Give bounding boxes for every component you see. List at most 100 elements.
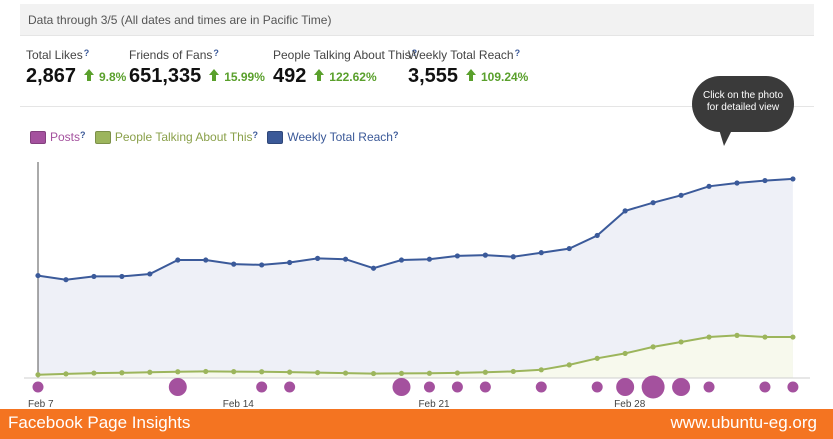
people-talking-point[interactable] [678, 339, 684, 345]
weekly-reach-point[interactable] [510, 254, 516, 260]
help-icon[interactable]: ? [411, 48, 418, 58]
legend-item-posts[interactable]: Posts? [30, 130, 86, 145]
weekly-reach-point[interactable] [622, 208, 628, 214]
post-marker[interactable] [703, 381, 715, 393]
post-marker[interactable] [168, 378, 187, 396]
people-talking-point[interactable] [63, 371, 69, 377]
people-talking-point[interactable] [342, 370, 349, 376]
weekly-reach-point[interactable] [342, 256, 349, 262]
post-marker[interactable] [256, 381, 268, 393]
help-icon[interactable]: ? [514, 48, 521, 58]
up-arrow-icon [208, 68, 219, 86]
weekly-reach-point[interactable] [706, 183, 712, 189]
post-marker[interactable] [451, 381, 463, 393]
post-marker[interactable] [479, 381, 491, 393]
up-arrow-icon [313, 68, 324, 86]
people-talking-point[interactable] [203, 368, 209, 375]
metric-value: 2,867 [26, 65, 77, 87]
weekly-reach-point[interactable] [678, 192, 684, 198]
weekly-reach-point[interactable] [454, 253, 460, 259]
weekly-reach-swatch[interactable] [267, 131, 284, 145]
post-marker[interactable] [591, 381, 603, 393]
insights-chart[interactable]: Feb 7 Feb 14 Feb 21 Feb 28 [0, 150, 833, 410]
tooltip-line: Click on the photo [702, 90, 784, 101]
weekly-reach-point[interactable] [370, 265, 377, 271]
people-talking-point[interactable] [287, 369, 293, 375]
people-talking-point[interactable] [482, 369, 488, 375]
tooltip-line: for detailed view [706, 102, 780, 113]
data-through-note: Data through 3/5 (All dates and times ar… [28, 13, 332, 27]
help-icon[interactable]: ? [252, 130, 259, 140]
help-icon[interactable]: ? [213, 48, 219, 58]
weekly-reach-point[interactable] [650, 200, 656, 206]
weekly-reach-point[interactable] [315, 255, 321, 261]
people-talking-point[interactable] [566, 362, 572, 368]
weekly-reach-line [37, 177, 793, 281]
people-talking-point[interactable] [622, 350, 628, 357]
metric-value: 492 [273, 65, 307, 87]
post-marker[interactable] [641, 375, 665, 399]
help-icon[interactable]: ? [83, 48, 90, 58]
people-talking-point[interactable] [35, 372, 41, 378]
weekly-reach-point[interactable] [147, 271, 153, 277]
people-talking-point[interactable] [91, 370, 97, 376]
weekly-reach-point[interactable] [482, 252, 488, 258]
weekly-reach-point[interactable] [63, 277, 69, 283]
weekly-reach-point[interactable] [538, 250, 544, 256]
metric-weekly-reach: Weekly Total Reach? 3,555 109.24% [408, 48, 528, 88]
weekly-reach-point[interactable] [790, 176, 796, 182]
post-marker[interactable] [535, 381, 547, 393]
weekly-reach-point[interactable] [91, 273, 97, 280]
weekly-reach-point[interactable] [35, 272, 41, 279]
post-marker[interactable] [32, 381, 44, 393]
weekly-reach-point[interactable] [203, 257, 209, 263]
people-talking-point[interactable] [370, 370, 377, 377]
tooltip-tail [718, 126, 734, 146]
weekly-reach-point[interactable] [119, 273, 125, 280]
weekly-reach-point[interactable] [259, 262, 265, 268]
people-talking-point[interactable] [454, 370, 460, 376]
post-marker[interactable] [759, 381, 771, 393]
weekly-reach-point[interactable] [231, 261, 237, 267]
people-talking-point[interactable] [538, 367, 544, 373]
people-talking-point[interactable] [398, 370, 405, 377]
post-marker[interactable] [392, 378, 411, 396]
legend-item-weekly-reach[interactable]: Weekly Total Reach? [267, 130, 399, 145]
metric-label: People Talking About This [273, 48, 411, 62]
people-talking-point[interactable] [259, 369, 265, 375]
post-marker[interactable] [787, 381, 799, 393]
people-talking-point[interactable] [147, 369, 153, 375]
people-talking-point[interactable] [790, 334, 796, 340]
post-marker[interactable] [284, 381, 296, 393]
people-talking-point[interactable] [119, 370, 125, 376]
metric-label: Total Likes [26, 48, 83, 62]
people-talking-point[interactable] [650, 344, 656, 350]
legend-item-people-talking[interactable]: People Talking About This? [94, 130, 259, 145]
help-icon[interactable]: ? [80, 130, 86, 140]
weekly-reach-point[interactable] [426, 256, 433, 262]
help-icon[interactable]: ? [392, 130, 399, 140]
people-talking-point[interactable] [315, 369, 321, 376]
people-talking-point[interactable] [706, 334, 712, 340]
people-talking-point[interactable] [175, 369, 181, 375]
weekly-reach-point[interactable] [398, 257, 405, 263]
footer-url: www.ubuntu-eg.org [670, 413, 817, 432]
weekly-reach-point[interactable] [287, 259, 293, 266]
people-talking-point[interactable] [762, 334, 768, 340]
weekly-reach-point[interactable] [566, 245, 572, 252]
weekly-reach-point[interactable] [762, 177, 768, 184]
people-talking-point[interactable] [734, 332, 740, 338]
weekly-reach-point[interactable] [734, 180, 740, 186]
post-marker[interactable] [616, 378, 635, 396]
people-talking-point[interactable] [510, 368, 516, 375]
posts-swatch[interactable] [30, 131, 46, 145]
people-talking-swatch[interactable] [94, 131, 111, 145]
people-talking-point[interactable] [594, 355, 600, 361]
metric-friends-of-fans: Friends of Fans? 651,335 15.99% [129, 48, 265, 88]
people-talking-point[interactable] [231, 369, 237, 375]
post-marker[interactable] [423, 381, 435, 393]
people-talking-point[interactable] [426, 370, 433, 376]
weekly-reach-point[interactable] [175, 257, 181, 263]
post-marker[interactable] [672, 378, 691, 396]
weekly-reach-point[interactable] [594, 232, 600, 239]
